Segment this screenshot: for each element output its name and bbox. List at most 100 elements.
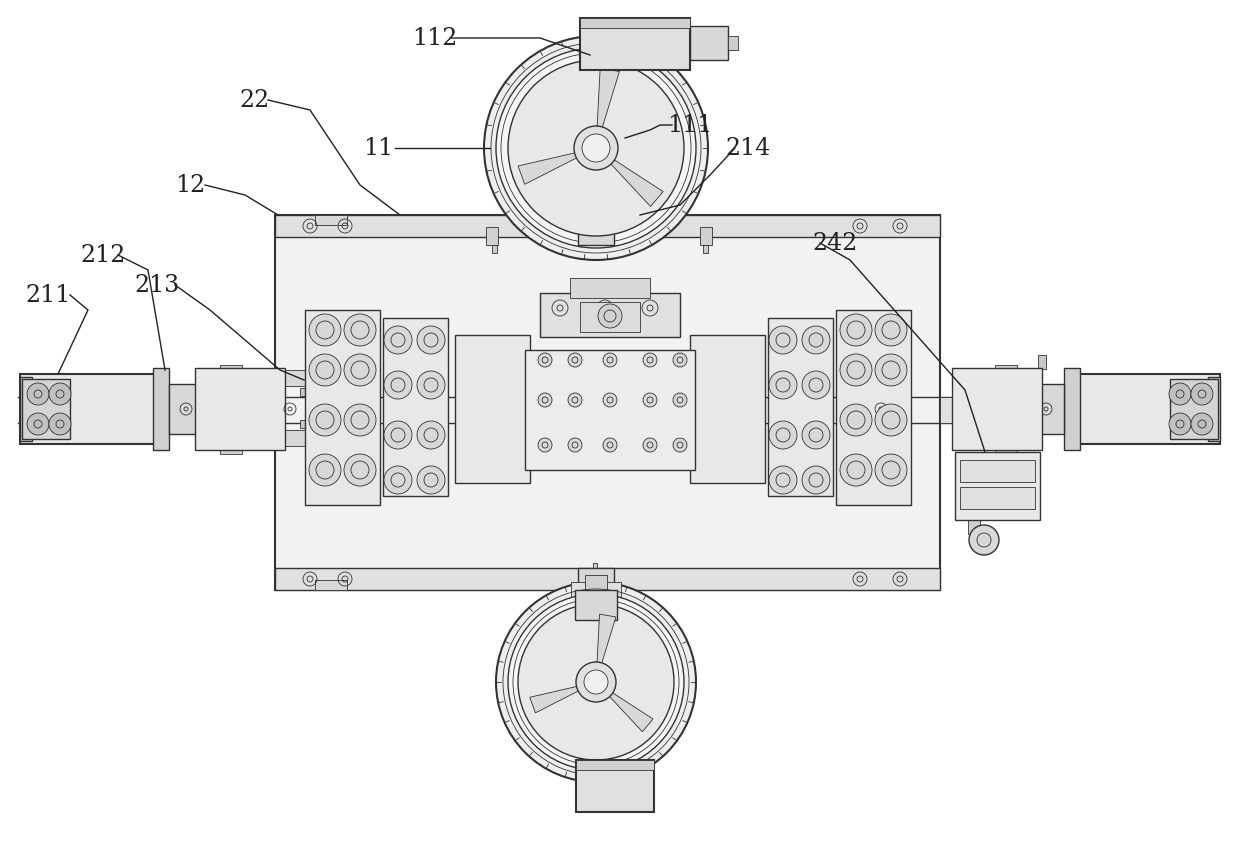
Bar: [686, 22, 690, 26]
Circle shape: [802, 466, 830, 494]
Bar: [960, 487, 1035, 509]
Bar: [195, 368, 285, 450]
Bar: [593, 563, 597, 571]
Circle shape: [1170, 413, 1191, 435]
Bar: [589, 595, 603, 617]
Bar: [571, 582, 621, 602]
Bar: [589, 66, 603, 78]
Bar: [955, 452, 1040, 520]
Bar: [275, 568, 940, 590]
Bar: [940, 397, 1015, 423]
Circle shape: [344, 404, 375, 436]
Bar: [22, 379, 69, 439]
Bar: [486, 227, 498, 245]
Bar: [275, 215, 940, 590]
Circle shape: [598, 304, 622, 328]
Circle shape: [496, 48, 696, 248]
Polygon shape: [608, 158, 663, 207]
Bar: [275, 430, 305, 446]
Bar: [275, 370, 305, 386]
Bar: [1038, 355, 1046, 369]
Circle shape: [518, 604, 674, 760]
Circle shape: [802, 326, 830, 354]
Bar: [576, 760, 654, 812]
Circle shape: [538, 393, 553, 407]
Circle shape: [50, 413, 71, 435]
Bar: [525, 350, 695, 470]
Circle shape: [418, 371, 445, 399]
Bar: [579, 568, 615, 596]
Bar: [866, 430, 896, 446]
Bar: [256, 415, 274, 433]
Circle shape: [27, 383, 50, 405]
Bar: [610, 280, 620, 288]
Bar: [593, 234, 597, 242]
Circle shape: [484, 36, 707, 260]
Bar: [995, 365, 1017, 373]
Bar: [589, 782, 603, 794]
Circle shape: [840, 454, 872, 486]
Circle shape: [840, 354, 872, 386]
Text: 212: 212: [81, 243, 125, 267]
Circle shape: [769, 466, 797, 494]
Circle shape: [584, 598, 608, 622]
Text: 112: 112: [413, 26, 457, 49]
Bar: [1080, 374, 1220, 444]
Bar: [650, 764, 654, 768]
Polygon shape: [530, 685, 582, 713]
Text: 213: 213: [134, 274, 180, 296]
Bar: [576, 764, 580, 768]
Circle shape: [769, 421, 797, 449]
Circle shape: [567, 438, 582, 452]
Circle shape: [418, 326, 445, 354]
Bar: [960, 460, 1035, 482]
Circle shape: [673, 353, 686, 367]
Circle shape: [384, 466, 413, 494]
Bar: [275, 215, 940, 237]
Bar: [580, 22, 584, 26]
Bar: [963, 383, 981, 401]
Circle shape: [584, 670, 608, 694]
Bar: [305, 310, 380, 505]
Circle shape: [418, 421, 445, 449]
Circle shape: [384, 326, 413, 354]
Bar: [580, 18, 690, 70]
Circle shape: [27, 413, 50, 435]
Text: 214: 214: [725, 136, 771, 159]
Polygon shape: [518, 152, 580, 185]
Bar: [576, 760, 654, 770]
Bar: [585, 575, 607, 603]
Circle shape: [840, 404, 872, 436]
Circle shape: [384, 371, 413, 399]
Circle shape: [309, 454, 341, 486]
Circle shape: [344, 454, 375, 486]
Circle shape: [603, 438, 617, 452]
Circle shape: [344, 314, 375, 346]
Bar: [455, 335, 530, 483]
Bar: [570, 278, 650, 298]
Circle shape: [418, 466, 445, 494]
Polygon shape: [597, 68, 620, 130]
Circle shape: [496, 582, 696, 782]
Text: 211: 211: [25, 284, 71, 307]
Circle shape: [643, 353, 657, 367]
Bar: [580, 302, 641, 332]
Bar: [968, 520, 980, 534]
Bar: [836, 310, 911, 505]
Circle shape: [802, 371, 830, 399]
Bar: [383, 318, 449, 496]
Circle shape: [567, 393, 582, 407]
Bar: [208, 396, 214, 400]
Circle shape: [50, 383, 71, 405]
Bar: [20, 374, 160, 444]
Bar: [589, 571, 602, 585]
Circle shape: [538, 353, 553, 367]
Circle shape: [769, 326, 797, 354]
Bar: [1170, 379, 1218, 439]
Circle shape: [673, 438, 686, 452]
Bar: [221, 446, 242, 454]
Bar: [152, 368, 169, 450]
Bar: [866, 370, 896, 386]
Bar: [300, 388, 309, 396]
Bar: [256, 383, 274, 401]
